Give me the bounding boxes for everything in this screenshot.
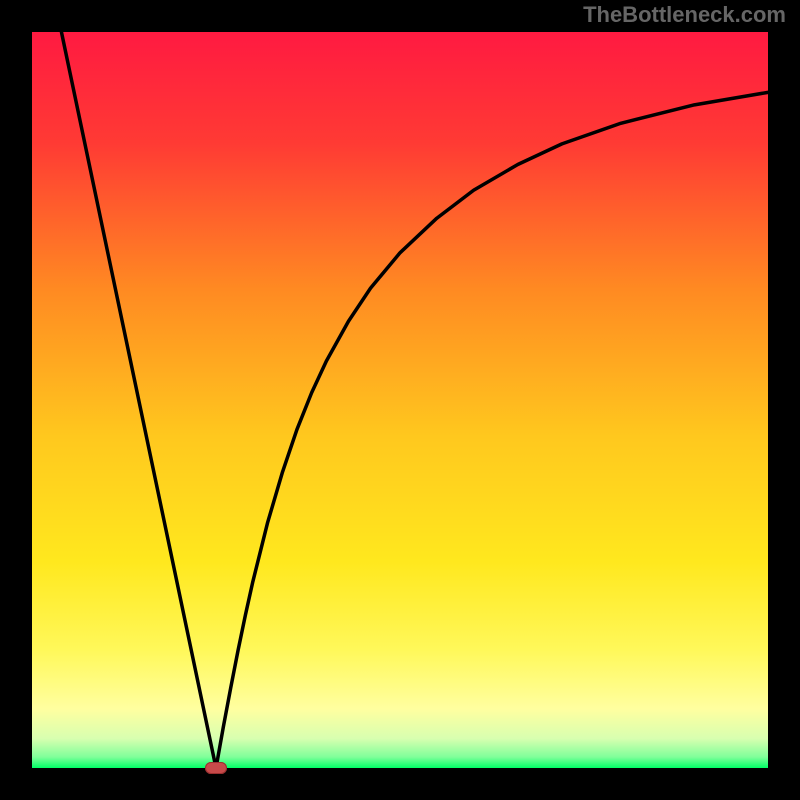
watermark-text: TheBottleneck.com: [583, 2, 786, 28]
optimal-point-marker: [205, 762, 227, 774]
plot-area: [32, 32, 768, 768]
chart-frame: TheBottleneck.com: [0, 0, 800, 800]
